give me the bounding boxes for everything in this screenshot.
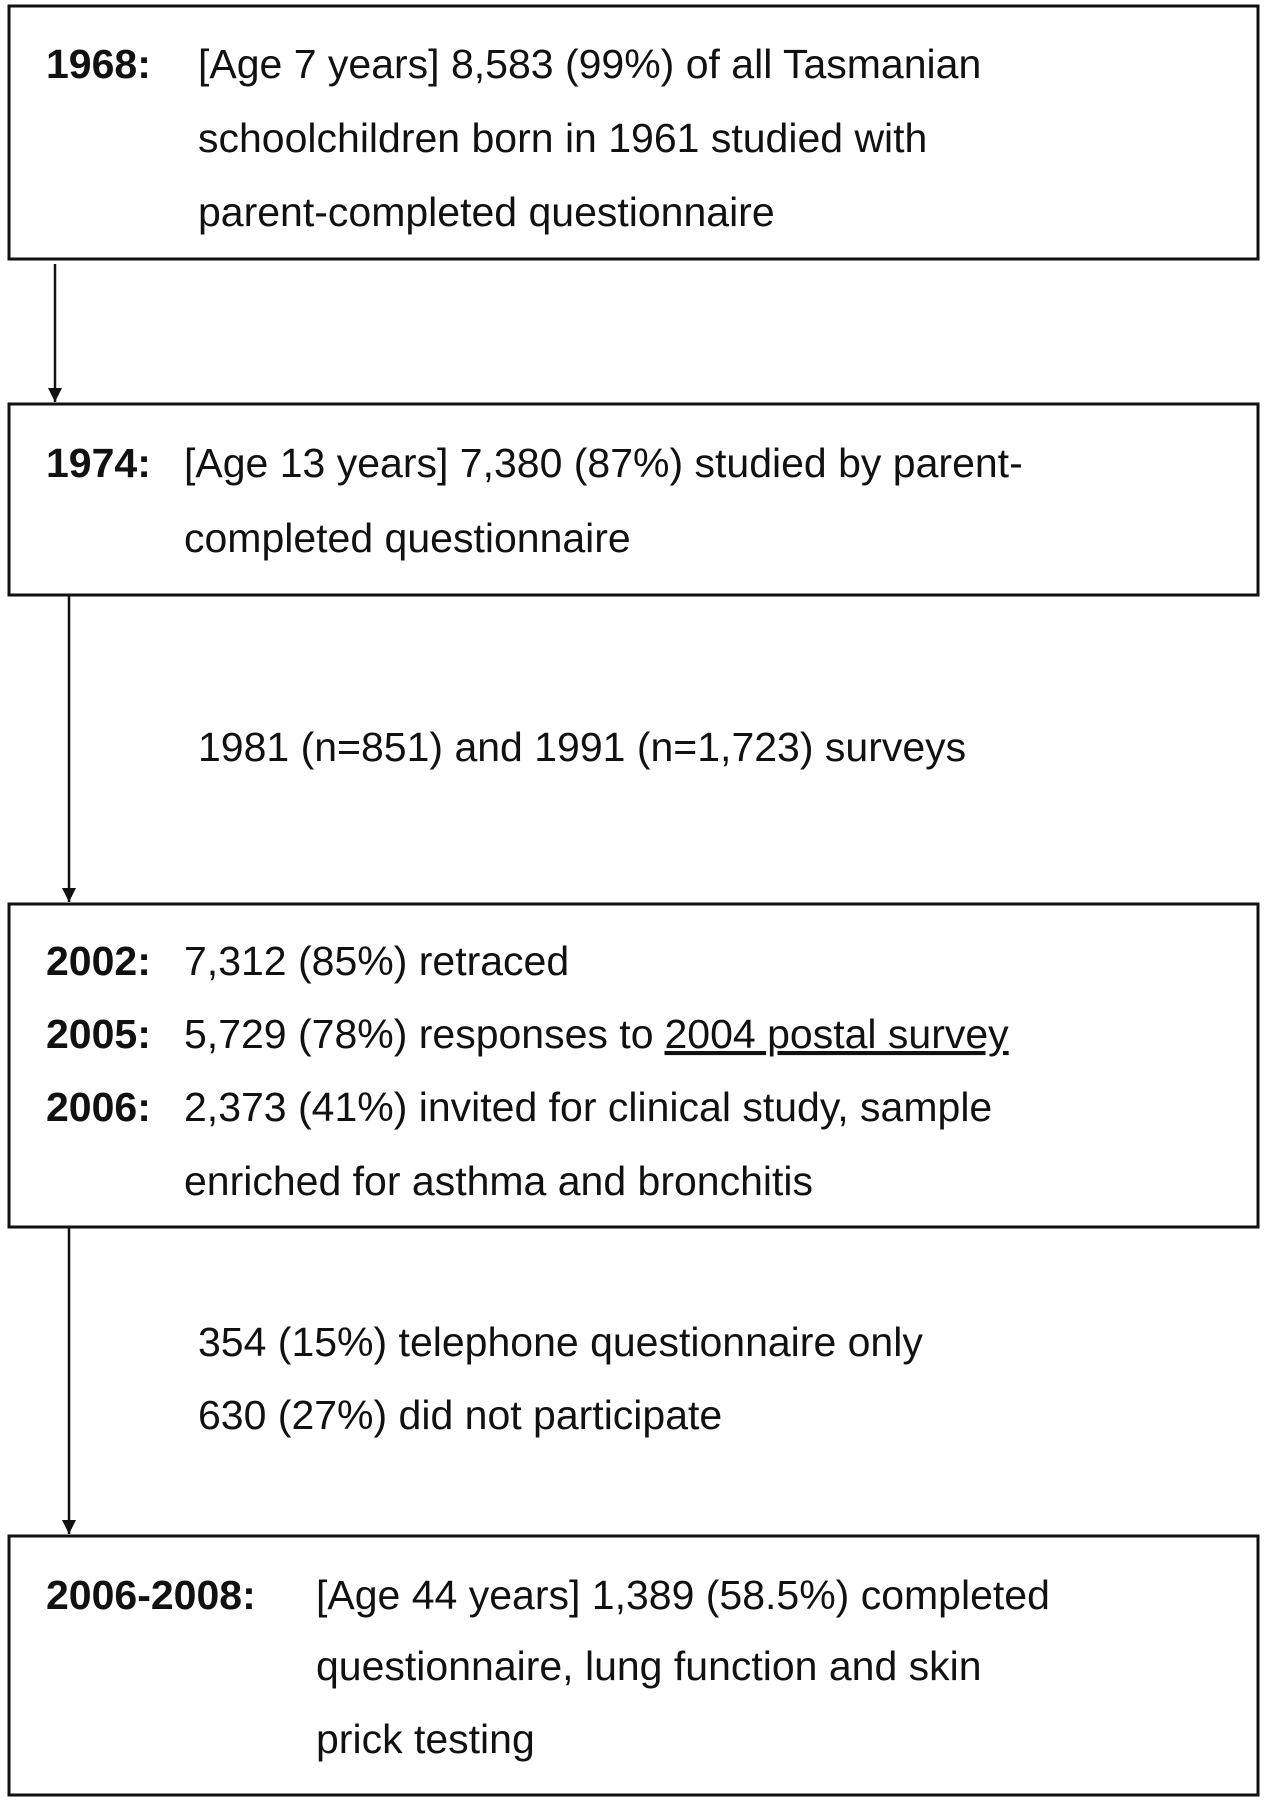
- note-text: 630 (27%) did not participate: [198, 1392, 722, 1438]
- box: [7, 4, 1260, 261]
- box: [7, 1534, 1260, 1797]
- note-text: 1981 (n=851) and 1991 (n=1,723) surveys: [198, 724, 966, 770]
- entry-label: 1968:: [46, 41, 151, 87]
- entry-text: enriched for asthma and bronchitis: [184, 1158, 813, 1204]
- box: [7, 902, 1260, 1229]
- entry-text: 7,312 (85%) retraced: [184, 938, 569, 984]
- note-text: 354 (15%) telephone questionnaire only: [198, 1319, 923, 1365]
- entry-text: completed questionnaire: [184, 515, 631, 561]
- entry-label: 2002:: [46, 938, 151, 984]
- entry-label: 2006:: [46, 1084, 151, 1130]
- entry-label: 1974:: [46, 440, 151, 486]
- box: [7, 402, 1260, 597]
- entry-text: 2,373 (41%) invited for clinical study, …: [184, 1084, 992, 1130]
- entry-text: [Age 7 years] 8,583 (99%) of all Tasmani…: [198, 41, 981, 87]
- entry-text: schoolchildren born in 1961 studied with: [198, 115, 927, 161]
- entry-text: [Age 44 years] 1,389 (58.5%) completed: [316, 1572, 1050, 1618]
- underlined-text: 2004 postal survey: [665, 1011, 1010, 1057]
- entry-label: 2005:: [46, 1011, 151, 1057]
- entry-label: 2006-2008:: [46, 1572, 256, 1618]
- entry-text: 5,729 (78%) responses to: [184, 1011, 654, 1057]
- entry-text: prick testing: [316, 1716, 535, 1762]
- entry-text: questionnaire, lung function and skin: [316, 1643, 982, 1689]
- entry-text: parent-completed questionnaire: [198, 189, 775, 235]
- entry-text: [Age 13 years] 7,380 (87%) studied by pa…: [184, 440, 1023, 486]
